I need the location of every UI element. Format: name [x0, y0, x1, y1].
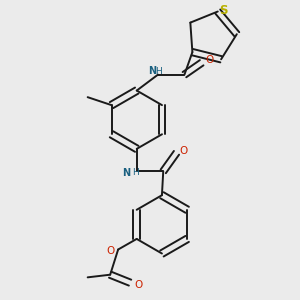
Text: H: H [155, 67, 162, 76]
Text: O: O [106, 246, 115, 256]
Text: N: N [123, 168, 131, 178]
Text: S: S [219, 4, 227, 17]
Text: O: O [206, 55, 214, 65]
Text: H: H [132, 168, 139, 177]
Text: O: O [134, 280, 142, 290]
Text: N: N [148, 67, 156, 76]
Text: O: O [180, 146, 188, 157]
